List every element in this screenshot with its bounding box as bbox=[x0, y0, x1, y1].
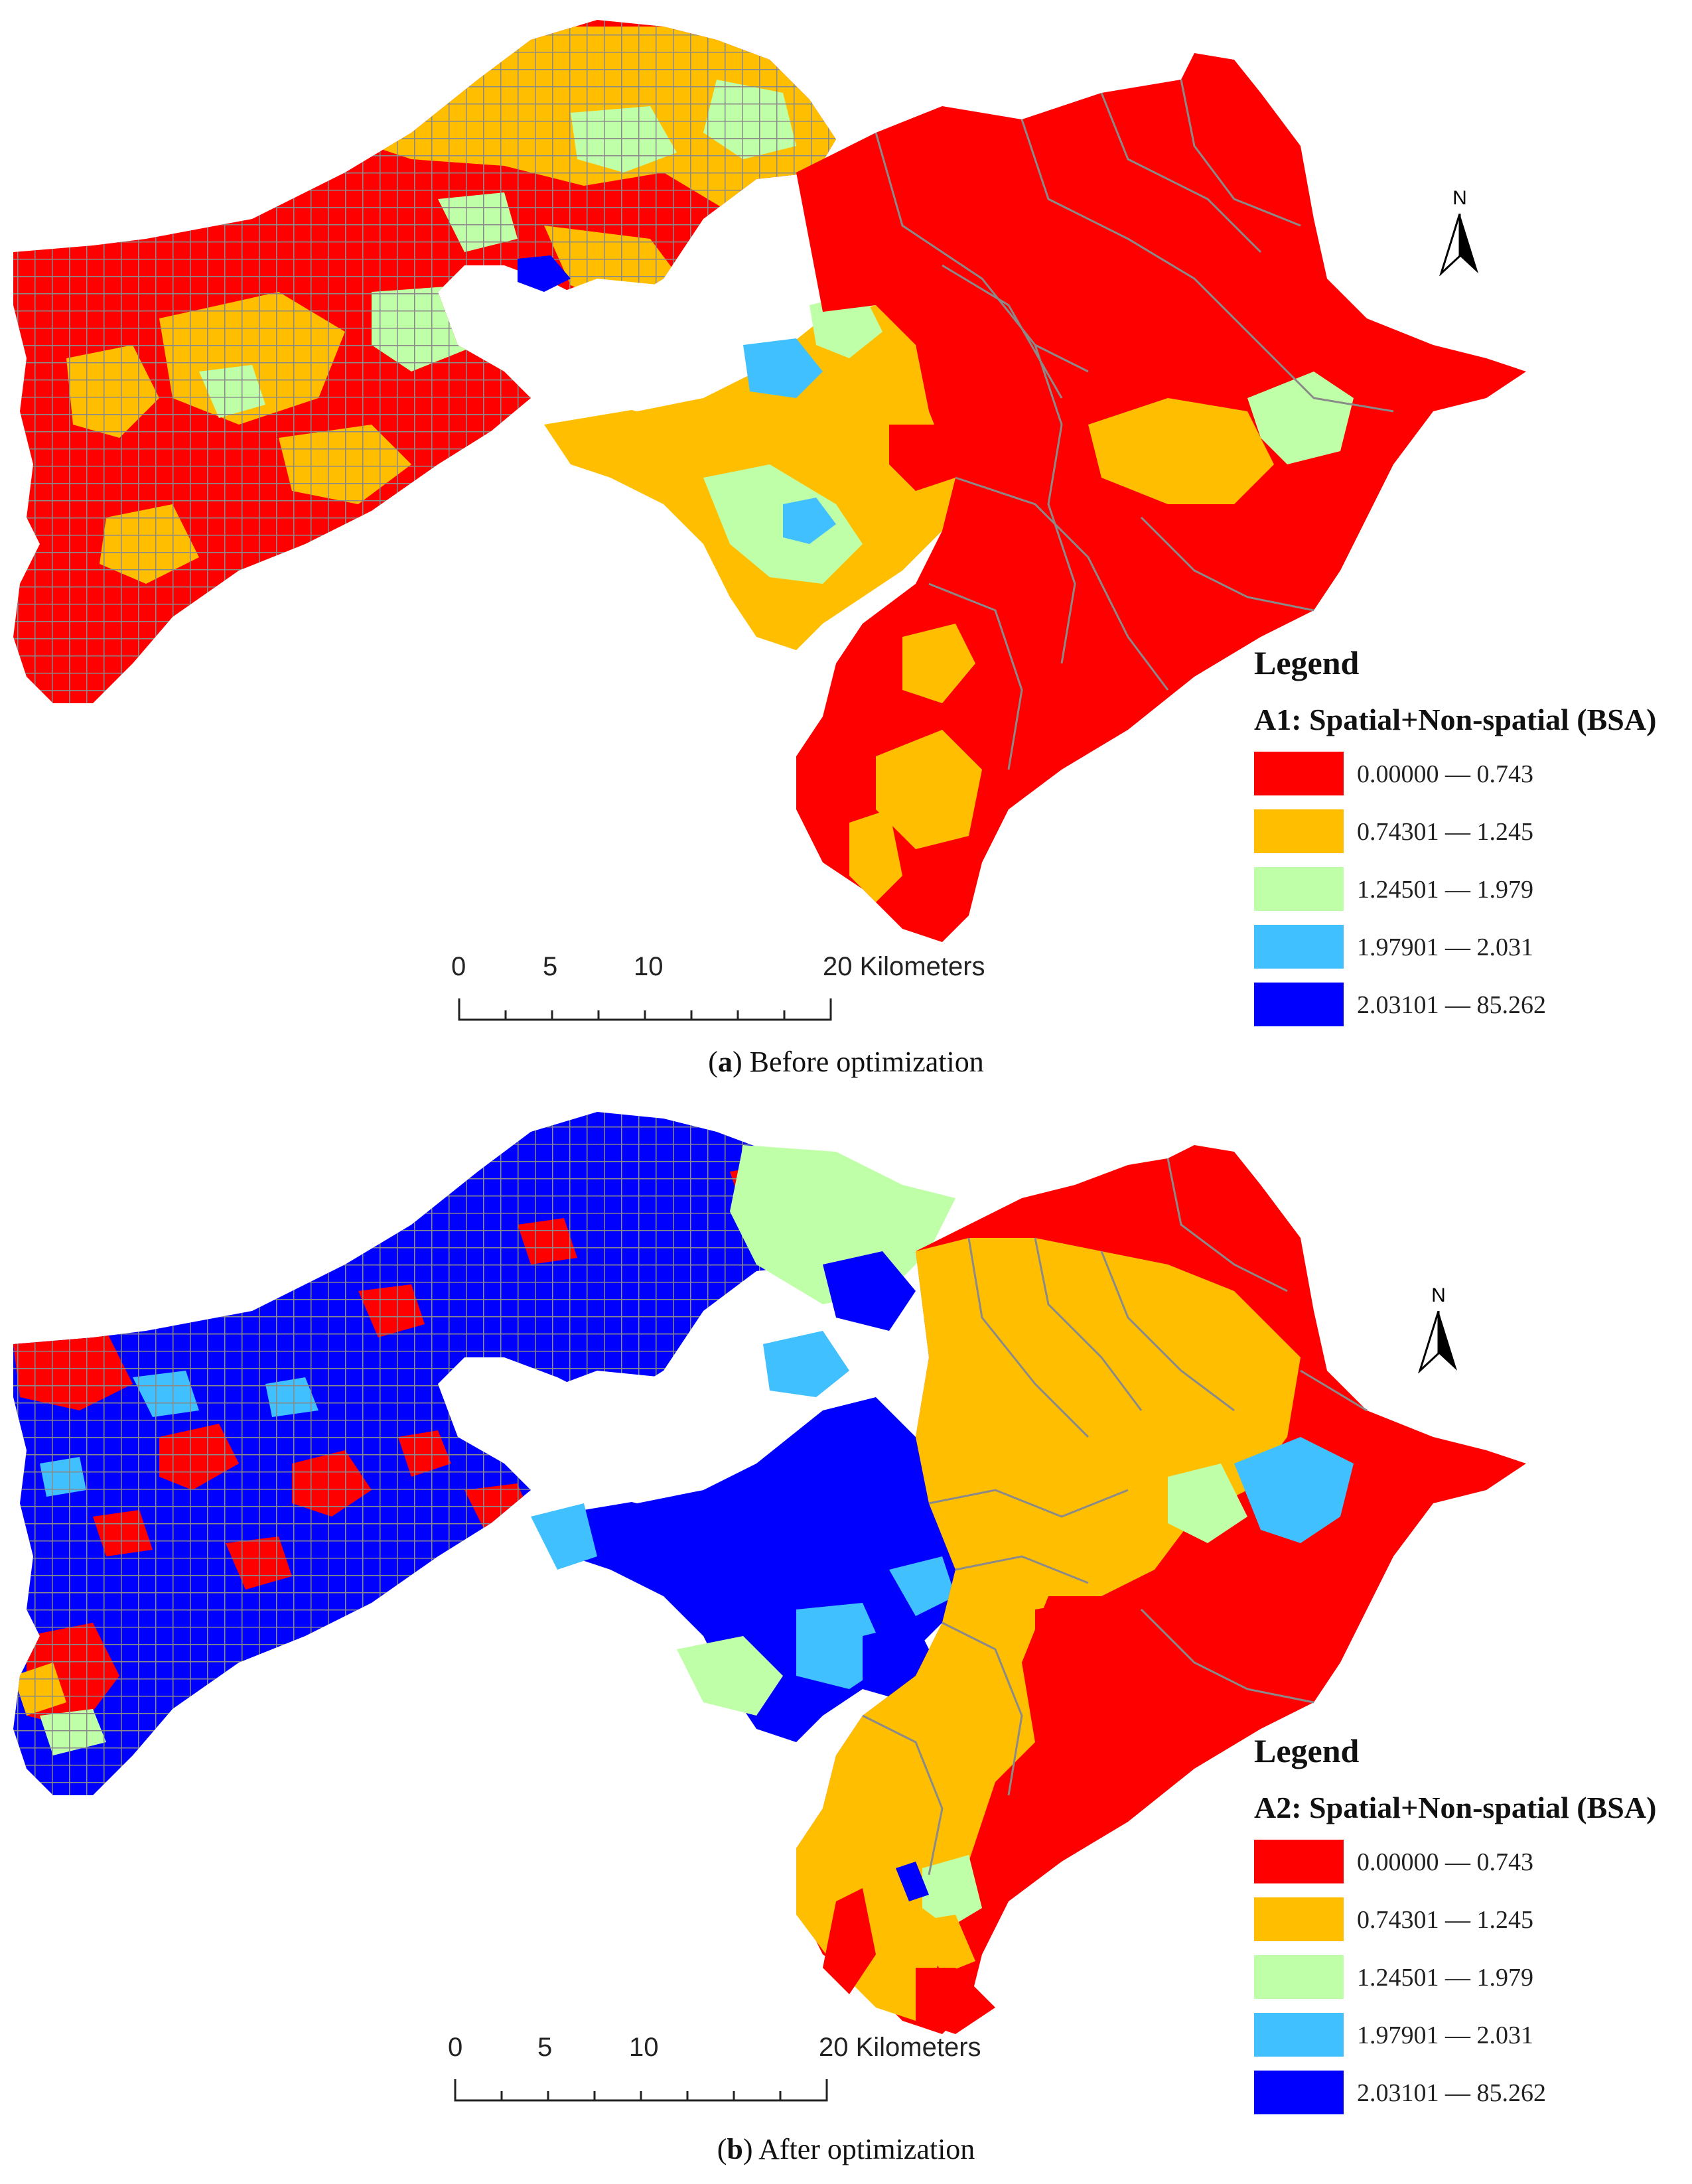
scale-label: 20 Kilometers bbox=[823, 952, 985, 981]
legend-label: 2.03101 — 85.262 bbox=[1357, 991, 1546, 1019]
legend-subtitle: A1: Spatial+Non-spatial (BSA) bbox=[1254, 703, 1657, 736]
legend-a: Legend A1: Spatial+Non-spatial (BSA) 0.0… bbox=[1254, 644, 1679, 1040]
scale-label: 0 bbox=[451, 952, 466, 981]
caption-letter: b bbox=[727, 2133, 743, 2165]
caption-text: After optimization bbox=[758, 2133, 975, 2165]
scale-bar-graphic bbox=[458, 998, 832, 1021]
legend-item: 2.03101 — 85.262 bbox=[1254, 983, 1679, 1026]
legend-item: 0.74301 — 1.245 bbox=[1254, 809, 1679, 853]
legend-swatch bbox=[1254, 752, 1344, 795]
scale-label: 10 bbox=[629, 2033, 659, 2062]
map-lake-b bbox=[544, 1371, 743, 1503]
north-label: N bbox=[1431, 1284, 1446, 1306]
legend-label: 0.74301 — 1.245 bbox=[1357, 1906, 1533, 1934]
legend-item: 1.24501 — 1.979 bbox=[1254, 1955, 1679, 1999]
scale-label: 10 bbox=[634, 952, 664, 981]
scale-label: 5 bbox=[543, 952, 558, 981]
legend-label: 0.74301 — 1.245 bbox=[1357, 818, 1533, 846]
scale-bar-a: 0 5 10 20 Kilometers bbox=[425, 952, 1022, 1032]
legend-swatch bbox=[1254, 867, 1344, 911]
map-region-east-a bbox=[796, 53, 1526, 942]
scale-label: 20 Kilometers bbox=[819, 2033, 981, 2062]
legend-item: 1.24501 — 1.979 bbox=[1254, 867, 1679, 911]
legend-swatch bbox=[1254, 809, 1344, 853]
north-arrow-icon bbox=[1418, 1311, 1457, 1373]
legend-label: 1.24501 — 1.979 bbox=[1357, 1964, 1533, 1992]
scale-label: 5 bbox=[537, 2033, 553, 2062]
legend-swatch bbox=[1254, 1897, 1344, 1941]
map-lake-a bbox=[544, 279, 743, 411]
map-region-west-a bbox=[13, 20, 836, 703]
legend-item: 2.03101 — 85.262 bbox=[1254, 2071, 1679, 2114]
legend-title: Legend bbox=[1254, 644, 1360, 681]
north-arrow: N bbox=[1433, 187, 1486, 280]
caption-letter: a bbox=[717, 1046, 733, 1078]
legend-item: 0.00000 — 0.743 bbox=[1254, 752, 1679, 795]
map-region-east-b bbox=[796, 1145, 1526, 2034]
legend-swatch bbox=[1254, 2013, 1344, 2057]
legend-label: 0.00000 — 0.743 bbox=[1357, 760, 1533, 788]
legend-label: 1.97901 — 2.031 bbox=[1357, 2021, 1533, 2049]
north-label: N bbox=[1452, 187, 1467, 209]
choropleth-map-a bbox=[13, 20, 1526, 942]
legend-swatch bbox=[1254, 983, 1344, 1026]
legend-swatch bbox=[1254, 1955, 1344, 1999]
legend-b: Legend A2: Spatial+Non-spatial (BSA) 0.0… bbox=[1254, 1732, 1679, 2128]
legend-label: 1.97901 — 2.031 bbox=[1357, 933, 1533, 961]
scale-bar-graphic bbox=[454, 2079, 828, 2102]
legend-swatch bbox=[1254, 925, 1344, 969]
north-arrow: N bbox=[1412, 1284, 1465, 1377]
caption-b: (b) After optimization bbox=[717, 2133, 975, 2165]
caption-text: Before optimization bbox=[749, 1046, 984, 1078]
map-region-central-a bbox=[544, 292, 955, 650]
legend-item: 1.97901 — 2.031 bbox=[1254, 2013, 1679, 2057]
caption-a: (a) Before optimization bbox=[708, 1046, 984, 1078]
legend-item: 0.74301 — 1.245 bbox=[1254, 1897, 1679, 1941]
legend-item: 1.97901 — 2.031 bbox=[1254, 925, 1679, 969]
legend-subtitle: A2: Spatial+Non-spatial (BSA) bbox=[1254, 1791, 1657, 1824]
map-panel-b: N Legend A2: Spatial+Non-spatial (BSA) 0… bbox=[0, 1092, 1692, 2184]
legend-label: 0.00000 — 0.743 bbox=[1357, 1848, 1533, 1876]
legend-item: 0.00000 — 0.743 bbox=[1254, 1840, 1679, 1883]
legend-swatch bbox=[1254, 2071, 1344, 2114]
map-region-blue-spot-a bbox=[518, 255, 571, 292]
legend-label: 1.24501 — 1.979 bbox=[1357, 876, 1533, 904]
map-region-central-b bbox=[531, 1145, 955, 1742]
map-panel-a: N Legend A1: Spatial+Non-spatial (BSA) 0… bbox=[13, 20, 1679, 1078]
legend-swatch bbox=[1254, 1840, 1344, 1883]
north-arrow-icon bbox=[1439, 214, 1478, 276]
scale-bar-b: 0 5 10 20 Kilometers bbox=[425, 2033, 1022, 2112]
choropleth-map-b bbox=[13, 1112, 1526, 2034]
legend-label: 2.03101 — 85.262 bbox=[1357, 2079, 1546, 2107]
legend-title: Legend bbox=[1254, 1732, 1360, 1769]
scale-label: 0 bbox=[448, 2033, 463, 2062]
